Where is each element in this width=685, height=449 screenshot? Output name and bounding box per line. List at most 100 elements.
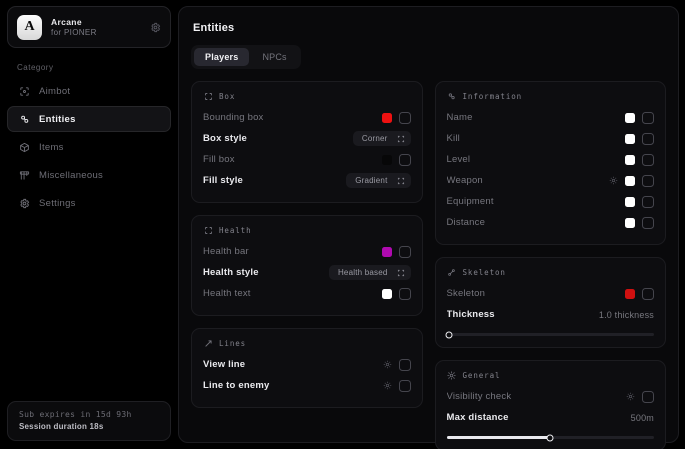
- sidebar-item-label: Settings: [39, 197, 76, 209]
- row-visibility-check: Visibility check: [447, 386, 654, 407]
- toggle-checkbox[interactable]: [398, 358, 411, 371]
- row-controls: [383, 379, 411, 392]
- sidebar-item-items[interactable]: Items: [7, 134, 171, 160]
- row-label: Fill style: [203, 175, 244, 186]
- color-swatch[interactable]: [381, 288, 392, 299]
- gear-icon[interactable]: [383, 381, 392, 390]
- max-distance-slider[interactable]: [446, 434, 654, 441]
- category-label: Category: [17, 63, 54, 72]
- row-equipment: Equipment: [447, 191, 654, 212]
- sidebar-item-miscellaneous[interactable]: Miscellaneous: [7, 162, 171, 188]
- row-fill-style: Fill style Gradient: [203, 170, 411, 191]
- row-line-to-enemy: Line to enemy: [203, 375, 411, 396]
- slider-thumb[interactable]: [546, 434, 554, 441]
- row-level: Level: [447, 149, 654, 170]
- health-style-select[interactable]: Health based: [328, 265, 411, 280]
- row-kill: Kill: [447, 128, 654, 149]
- toggle-checkbox[interactable]: [642, 111, 654, 124]
- gear-icon[interactable]: [626, 392, 635, 401]
- color-swatch[interactable]: [381, 112, 392, 123]
- color-swatch[interactable]: [625, 133, 635, 144]
- color-swatch[interactable]: [625, 112, 635, 123]
- row-label: Weapon: [446, 175, 483, 186]
- sun-icon: [447, 370, 457, 380]
- row-health-text: Health text: [203, 283, 411, 304]
- toggle-checkbox[interactable]: [642, 153, 654, 166]
- row-label: Thickness: [446, 309, 495, 320]
- subscription-status-card: Sub expires in 15d 93h Session duration …: [7, 401, 171, 441]
- brand-name: Arcane: [51, 17, 82, 27]
- row-label: Fill box: [203, 154, 235, 165]
- row-label: Bounding box: [203, 112, 264, 123]
- gear-icon[interactable]: [150, 22, 161, 33]
- panel-information: Information Name Kill: [434, 81, 666, 245]
- color-swatch[interactable]: [625, 196, 635, 207]
- panel-skeleton: Skeleton Skeleton Thickness 1.0 thicknes…: [434, 257, 666, 348]
- select-value: Health based: [337, 268, 388, 277]
- sidebar-item-label: Entities: [39, 113, 76, 125]
- panel-title: Health: [219, 225, 252, 235]
- sidebar-nav: Aimbot Entities: [7, 78, 171, 216]
- color-swatch[interactable]: [625, 154, 635, 165]
- crosshair-icon: [18, 85, 30, 97]
- box-icon: [18, 141, 30, 153]
- color-swatch[interactable]: [625, 288, 635, 299]
- entities-icon: [447, 91, 457, 101]
- thickness-slider[interactable]: [445, 331, 654, 338]
- row-thickness: Thickness 1.0 thickness: [447, 304, 655, 325]
- select-value: Corner: [361, 134, 388, 143]
- chevron-expand-icon: [397, 269, 405, 277]
- row-controls: [626, 390, 654, 403]
- bounding-box-icon: [203, 225, 213, 235]
- color-swatch[interactable]: [625, 217, 635, 228]
- row-label: Health bar: [203, 246, 249, 257]
- row-skeleton: Skeleton: [447, 283, 654, 304]
- toggle-checkbox[interactable]: [642, 132, 654, 145]
- thickness-value: 1.0 thickness: [598, 309, 654, 320]
- sidebar-item-settings[interactable]: Settings: [7, 190, 171, 216]
- row-weapon: Weapon: [446, 170, 654, 191]
- toggle-checkbox[interactable]: [398, 245, 411, 258]
- toggle-checkbox[interactable]: [642, 390, 654, 403]
- page-title: Entities: [193, 22, 235, 34]
- panel-header: Information: [447, 91, 655, 101]
- row-controls: [609, 174, 654, 187]
- toggle-checkbox[interactable]: [398, 379, 411, 392]
- fill-style-select[interactable]: Gradient: [346, 173, 411, 188]
- row-health-style: Health style Health based: [203, 262, 411, 283]
- gear-icon[interactable]: [609, 176, 618, 185]
- left-column: Box Bounding box Box style Corner: [191, 81, 423, 432]
- toggle-checkbox[interactable]: [398, 111, 411, 124]
- toggle-checkbox[interactable]: [642, 174, 654, 187]
- row-controls: [381, 287, 411, 300]
- panel-header: General: [447, 370, 655, 380]
- tab-bar: Players NPCs: [191, 45, 301, 69]
- panel-box: Box Bounding box Box style Corner: [191, 81, 423, 203]
- sidebar-item-aimbot[interactable]: Aimbot: [7, 78, 171, 104]
- row-controls: [381, 111, 411, 124]
- toggle-checkbox[interactable]: [398, 153, 411, 166]
- color-swatch[interactable]: [381, 246, 392, 257]
- color-swatch[interactable]: [625, 175, 635, 186]
- box-style-select[interactable]: Corner: [352, 131, 411, 146]
- row-label: Max distance: [446, 412, 509, 423]
- color-swatch[interactable]: [381, 154, 392, 165]
- row-controls: [625, 287, 654, 300]
- slider-thumb[interactable]: [445, 331, 453, 338]
- toggle-checkbox[interactable]: [642, 195, 654, 208]
- sidebar-item-label: Aimbot: [39, 85, 71, 97]
- brand-card[interactable]: A Arcane for PIONER: [7, 6, 171, 48]
- tab-players[interactable]: Players: [194, 48, 250, 66]
- row-label: Distance: [446, 217, 486, 228]
- toggle-checkbox[interactable]: [398, 287, 411, 300]
- panel-header: Skeleton: [447, 267, 655, 277]
- gear-icon[interactable]: [383, 360, 392, 369]
- sidebar-item-entities[interactable]: Entities: [7, 106, 171, 132]
- row-name: Name: [447, 107, 654, 128]
- right-column: Information Name Kill: [434, 81, 666, 449]
- tab-npcs[interactable]: NPCs: [262, 52, 287, 62]
- row-view-line: View line: [203, 354, 411, 375]
- toggle-checkbox[interactable]: [642, 287, 654, 300]
- toggle-checkbox[interactable]: [642, 216, 654, 229]
